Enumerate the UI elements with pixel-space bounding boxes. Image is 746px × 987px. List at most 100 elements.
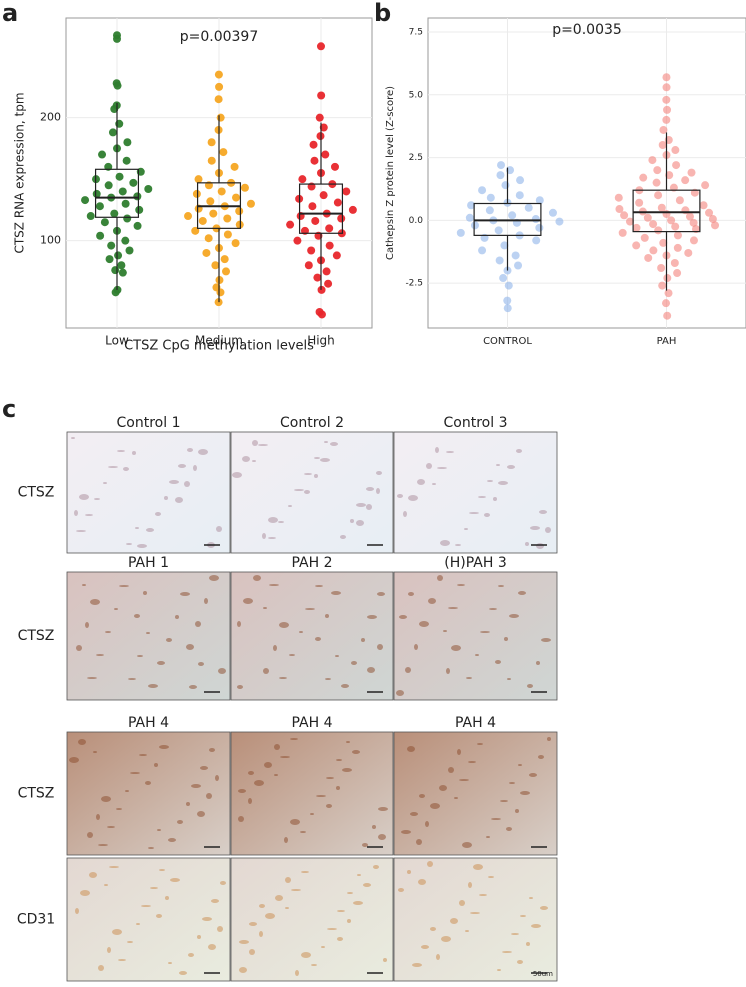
tissue-texture xyxy=(469,512,479,514)
data-point xyxy=(342,187,351,196)
tissue-texture xyxy=(470,912,480,914)
tissue-texture xyxy=(330,442,338,446)
tissue-texture xyxy=(310,813,314,815)
data-point xyxy=(223,230,232,239)
image-title: PAH 1 xyxy=(128,555,169,571)
data-point xyxy=(711,221,720,230)
tissue-texture xyxy=(268,517,278,523)
data-point xyxy=(548,208,557,217)
data-point xyxy=(689,236,698,245)
tissue-texture xyxy=(252,440,258,446)
data-point xyxy=(673,243,682,252)
data-point xyxy=(325,241,334,250)
data-point xyxy=(133,192,142,201)
tissue-texture xyxy=(475,654,479,656)
tissue-texture xyxy=(529,773,537,777)
data-point xyxy=(317,91,326,100)
tissue-texture xyxy=(184,481,190,487)
tissue-texture xyxy=(408,495,418,501)
tissue-texture xyxy=(75,908,79,914)
tissue-texture xyxy=(242,456,250,462)
tissue-texture xyxy=(87,677,97,679)
data-point xyxy=(456,228,465,237)
tissue-texture xyxy=(465,930,469,932)
data-point xyxy=(535,223,544,232)
data-point xyxy=(653,166,662,175)
data-point xyxy=(670,258,679,267)
data-point xyxy=(332,251,341,260)
tissue-texture xyxy=(478,496,486,498)
tissue-texture xyxy=(507,678,511,680)
tissue-texture xyxy=(547,737,551,741)
tissue-texture xyxy=(419,794,425,798)
tissue-texture xyxy=(156,914,162,918)
tissue-texture xyxy=(378,807,388,811)
tissue-texture xyxy=(159,745,169,749)
tissue-texture xyxy=(536,543,544,549)
data-point xyxy=(107,241,116,250)
box xyxy=(632,189,701,233)
data-point xyxy=(95,202,104,211)
tissue-texture xyxy=(135,527,139,529)
chart-title: p=0.00397 xyxy=(180,29,259,45)
tissue-texture xyxy=(410,812,418,816)
tissue-texture xyxy=(314,457,320,459)
tissue-texture xyxy=(356,503,366,507)
tissue-texture xyxy=(373,865,379,869)
data-point xyxy=(184,212,193,221)
tissue-texture xyxy=(530,526,540,530)
data-point xyxy=(111,288,120,297)
tissue-texture xyxy=(96,814,100,820)
tissue-texture xyxy=(440,540,450,546)
tissue-texture xyxy=(132,451,136,455)
tissue-texture xyxy=(372,825,376,829)
tissue-texture xyxy=(198,449,208,455)
tissue-texture xyxy=(446,668,450,674)
data-point xyxy=(499,274,508,283)
tissue-texture xyxy=(428,598,436,604)
tissue-texture xyxy=(204,598,208,604)
tissue-texture xyxy=(462,842,472,848)
data-point xyxy=(319,123,328,132)
data-point xyxy=(515,191,524,200)
tissue-texture xyxy=(136,923,140,925)
tissue-texture xyxy=(289,654,295,656)
tissue-texture xyxy=(76,645,82,651)
data-point xyxy=(503,296,512,305)
data-point xyxy=(108,128,117,137)
tissue-texture xyxy=(366,487,374,491)
tissue-texture xyxy=(248,771,254,775)
tissue-texture xyxy=(217,926,223,932)
data-point xyxy=(311,216,320,225)
data-point xyxy=(220,255,229,264)
tissue-texture xyxy=(516,449,522,453)
data-point xyxy=(662,73,671,82)
data-point xyxy=(215,82,224,91)
tissue-texture xyxy=(507,465,515,469)
data-point xyxy=(516,176,525,185)
data-point xyxy=(316,42,325,51)
tissue-texture xyxy=(336,759,342,761)
tissue-texture xyxy=(90,599,100,605)
x-tick-label: Medium xyxy=(195,334,243,348)
tissue-texture xyxy=(301,871,309,873)
tissue-texture xyxy=(335,655,339,657)
data-point xyxy=(511,251,520,260)
tissue-texture xyxy=(137,544,147,548)
tissue-texture xyxy=(98,844,108,846)
tissue-texture xyxy=(118,959,126,961)
tissue-texture xyxy=(263,668,269,674)
tissue-texture xyxy=(497,969,501,971)
tissue-texture xyxy=(398,888,404,892)
data-point xyxy=(98,150,107,159)
tissue-texture xyxy=(468,882,472,888)
tissue-texture xyxy=(493,497,497,501)
data-point xyxy=(240,183,249,192)
data-point xyxy=(532,236,541,245)
image-title: PAH 4 xyxy=(291,715,332,731)
data-point xyxy=(524,203,533,212)
tissue-texture xyxy=(326,804,332,808)
data-point xyxy=(467,201,476,210)
tissue-texture xyxy=(237,685,243,689)
tissue-texture xyxy=(304,473,312,475)
